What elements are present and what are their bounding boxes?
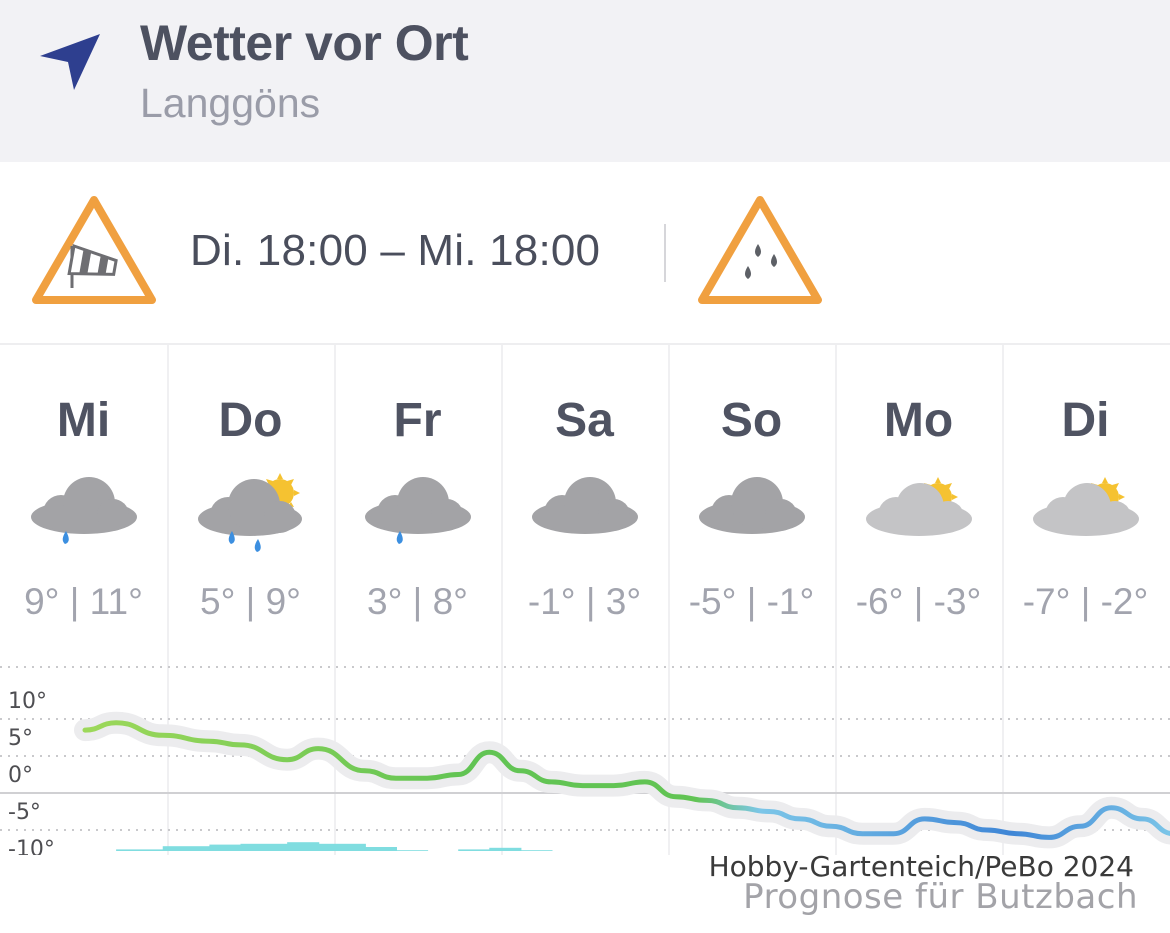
day-temp: -5° | -1° [688,581,815,622]
sun-cloud-icon [1033,477,1139,536]
day-name: Sa [555,394,614,447]
precipitation-bars [116,842,553,851]
forecast-location-text: Prognose für Butzbach [743,877,1138,917]
y-tick-label: -10° [8,837,55,855]
precip-bar [116,849,164,851]
precip-bar [162,846,211,851]
uncertainty-band [74,711,1170,849]
temperature-band [74,711,1170,849]
day-temp: -1° | 3° [527,581,642,622]
warning-divider [664,224,666,282]
day-mi[interactable]: Mi 9° | 11° [0,345,167,855]
sun-cloud-rain-icon [198,473,302,552]
precip-bar [209,844,242,851]
precip-bar [240,843,289,851]
location-name[interactable]: Langgöns [140,80,321,126]
day-divider [1002,345,1004,855]
daily-forecast: Mi 9° | 11° Do 5° | 9° Fr [0,343,1170,855]
rain-warning-icon[interactable] [694,192,826,310]
cloud-light-rain-icon [31,477,137,544]
day-name: So [720,394,783,447]
cloud-icon [699,477,805,534]
day-name: Di [1061,394,1110,447]
y-tick-label: -5° [8,800,41,825]
day-name: Do [218,394,283,447]
y-tick-label: 10° [8,689,47,714]
precip-bar [318,843,366,851]
cloud-icon [532,477,638,534]
temperature-series-line [82,720,1170,840]
sun-cloud-icon [866,477,972,536]
day-divider [167,345,169,855]
chart-gridlines [0,666,1170,831]
precip-bar [520,850,553,851]
day-mo[interactable]: Mo -6° | -3° [835,345,1002,855]
warning-period: Di. 18:00 – Mi. 18:00 [190,226,601,275]
precip-bar [458,849,491,851]
day-fr[interactable]: Fr 3° | 8° [334,345,501,855]
precip-bar [287,842,320,851]
page-title: Wetter vor Ort [140,15,469,71]
precip-bar [489,847,522,851]
day-name: Mo [883,394,954,447]
day-divider [334,345,336,855]
weather-warnings[interactable]: Di. 18:00 – Mi. 18:00 [0,162,1170,342]
y-tick-label: 0° [8,763,33,788]
precip-bar [396,850,429,851]
day-temp: 9° | 11° [24,581,143,622]
day-temp: 3° | 8° [367,581,468,622]
wind-warning-icon[interactable] [28,192,160,310]
day-so[interactable]: So -5° | -1° [668,345,835,855]
day-temp: -6° | -3° [855,581,982,622]
day-divider [835,345,837,855]
precip-bar [364,847,397,851]
day-do[interactable]: Do 5° | 9° [167,345,334,855]
y-axis-labels: 10° 5° 0° -5° -10° [8,689,55,855]
day-di[interactable]: Di -7° | -2° [1002,345,1169,855]
temperature-chart: 10° 5° 0° -5° -10° [0,666,1170,855]
day-name: Mi [56,394,111,447]
location-arrow-icon[interactable] [38,32,102,96]
day-sa[interactable]: Sa -1° | 3° [501,345,668,855]
credit-text: Hobby-Gartenteich/PeBo 2024 [708,850,1134,883]
app-header: Wetter vor Ort Langgöns [0,0,1170,162]
day-temp: -7° | -2° [1022,581,1149,622]
day-divider [501,345,503,855]
day-temp: 5° | 9° [200,581,301,622]
day-name: Fr [393,394,442,447]
y-tick-label: 5° [8,726,33,751]
temperature-line [82,720,1170,840]
cloud-light-rain-icon [365,477,471,544]
day-divider [668,345,670,855]
